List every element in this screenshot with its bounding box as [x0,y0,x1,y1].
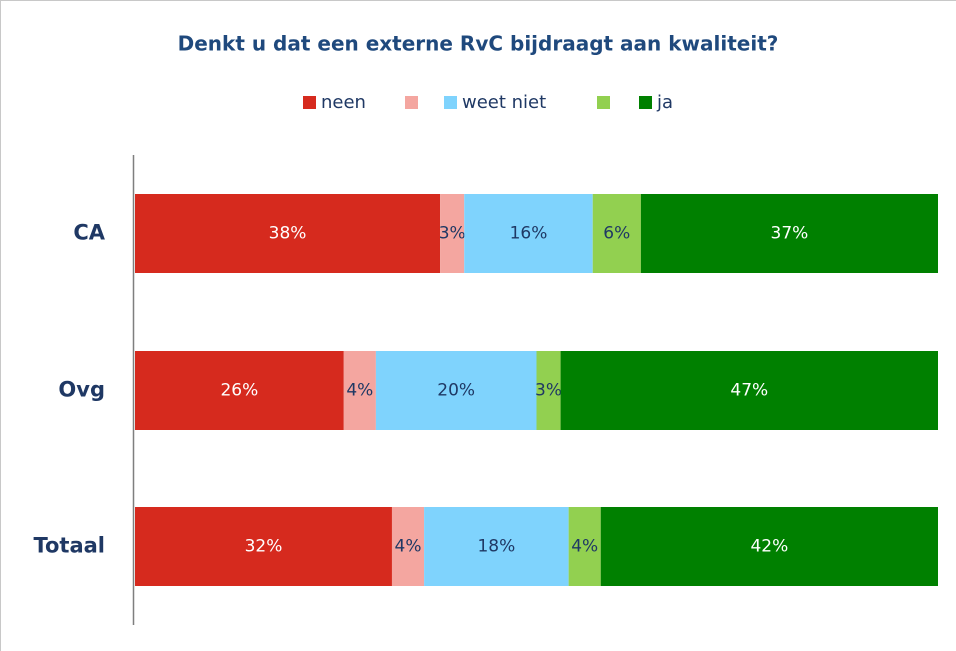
legend-label: weet niet [462,92,546,113]
bar-segment [391,507,425,586]
bar-segment [600,507,938,586]
value-label: 38% [269,224,307,244]
category-label: Totaal [33,534,105,558]
bar-segment [440,194,465,273]
value-label: 37% [771,224,809,244]
bar-segment [464,194,593,273]
category-label: CA [73,221,105,245]
value-label: 18% [477,537,515,557]
bar-segment [375,351,537,430]
bar-segment [592,194,641,273]
legend-label: ja [656,92,673,113]
value-label: 42% [750,537,788,557]
value-label: 4% [346,381,373,401]
category-label: Ovg [58,378,105,402]
bar-segment [536,351,561,430]
legend-swatch [303,96,316,109]
value-label: 3% [535,381,562,401]
bar-segment [343,351,376,430]
bar-segment [135,194,441,273]
bar-segment [640,194,938,273]
bar-segment [135,351,344,430]
legend-swatch [597,96,610,109]
bar-segment [424,507,569,586]
value-label: 26% [220,381,258,401]
legend-swatch [444,96,457,109]
legend-swatch [405,96,418,109]
value-label: 32% [245,537,283,557]
legend-swatch [639,96,652,109]
value-label: 3% [439,224,466,244]
value-label: 6% [603,224,630,244]
chart-title: Denkt u dat een externe RvC bijdraagt aa… [178,32,779,56]
bar-segment [560,351,938,430]
legend-label: neen [321,92,366,113]
value-label: 16% [510,224,548,244]
value-label: 4% [571,537,598,557]
bar-segment [568,507,601,586]
value-label: 47% [730,381,768,401]
value-label: 20% [437,381,475,401]
bar-segment [135,507,392,586]
value-label: 4% [395,537,422,557]
